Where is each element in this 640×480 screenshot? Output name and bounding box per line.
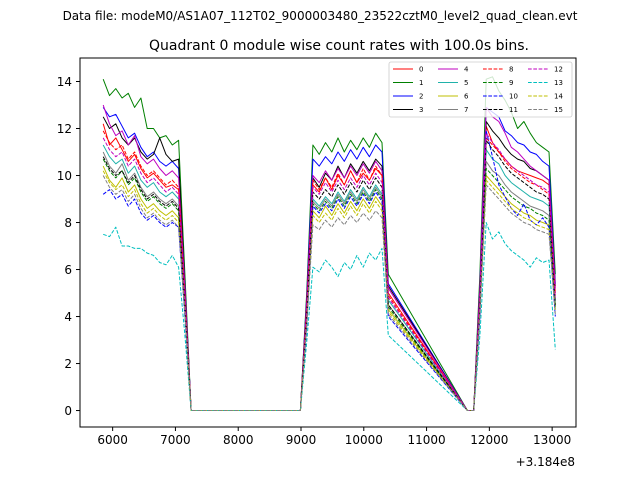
legend-entry-1: 1 bbox=[393, 79, 423, 87]
legend-entry-4: 4 bbox=[438, 66, 469, 74]
x-tick-label: 11000 bbox=[407, 433, 445, 447]
series-line-7 bbox=[102, 151, 556, 411]
legend-label: 4 bbox=[464, 66, 469, 74]
legend-label: 9 bbox=[509, 79, 513, 87]
legend-label: 12 bbox=[554, 66, 563, 74]
series-line-4 bbox=[102, 104, 556, 411]
x-tick-label: 6000 bbox=[97, 433, 128, 447]
y-axis: 0 2 4 6 8 10 12 14 bbox=[57, 75, 80, 418]
legend-entry-7: 7 bbox=[438, 106, 468, 114]
x-tick-label: 7000 bbox=[160, 433, 191, 447]
y-tick-label: 8 bbox=[64, 216, 72, 230]
series-layer bbox=[102, 76, 556, 411]
x-tick-label: 12000 bbox=[470, 433, 508, 447]
series-line-6 bbox=[102, 165, 556, 411]
legend-label: 5 bbox=[464, 79, 468, 87]
x-tick-label: 9000 bbox=[286, 433, 317, 447]
axes-frame bbox=[79, 57, 577, 428]
legend-label: 3 bbox=[419, 106, 423, 114]
y-tick-label: 2 bbox=[64, 357, 72, 371]
legend-entry-15: 15 bbox=[528, 106, 563, 114]
y-tick-label: 6 bbox=[64, 263, 72, 277]
series-line-8 bbox=[102, 130, 556, 411]
legend-entry-0: 0 bbox=[393, 66, 423, 74]
series-line-5 bbox=[102, 144, 556, 411]
y-tick-label: 12 bbox=[57, 122, 72, 136]
legend-label: 10 bbox=[509, 93, 518, 101]
legend-entry-12: 12 bbox=[528, 66, 563, 74]
legend-label: 11 bbox=[509, 106, 518, 114]
figure-suptitle: Data file: modeM0/AS1A07_112T02_90000034… bbox=[63, 9, 578, 23]
legend-label: 8 bbox=[509, 66, 513, 74]
series-line-10 bbox=[102, 130, 556, 411]
y-tick-label: 14 bbox=[57, 75, 72, 89]
series-line-15 bbox=[102, 175, 556, 411]
legend-entry-2: 2 bbox=[393, 93, 423, 101]
series-line-12 bbox=[102, 132, 556, 411]
chart-title: Quadrant 0 module wise count rates with … bbox=[149, 38, 529, 54]
legend-entry-6: 6 bbox=[438, 93, 469, 101]
legend-label: 2 bbox=[419, 93, 423, 101]
series-line-2 bbox=[102, 106, 556, 411]
legend-label: 6 bbox=[464, 93, 469, 101]
legend-entry-3: 3 bbox=[393, 106, 423, 114]
x-tick-label: 8000 bbox=[223, 433, 254, 447]
legend-label: 13 bbox=[554, 79, 563, 87]
legend-entry-5: 5 bbox=[438, 79, 468, 87]
legend-entry-14: 14 bbox=[528, 93, 563, 101]
legend-label: 14 bbox=[554, 93, 563, 101]
series-line-13 bbox=[103, 222, 556, 411]
x-tick-label: 10000 bbox=[345, 433, 383, 447]
x-tick-label: 13000 bbox=[533, 433, 571, 447]
series-line-14 bbox=[102, 170, 556, 411]
legend-label: 1 bbox=[419, 79, 423, 87]
legend-entry-11: 11 bbox=[483, 106, 518, 114]
x-axis-offset-label: +3.184e8 bbox=[516, 455, 575, 469]
legend-label: 0 bbox=[419, 66, 423, 74]
legend-entry-13: 13 bbox=[528, 79, 563, 87]
x-axis: 6000 7000 8000 9000 10000 11000 12000 13000 bbox=[97, 427, 571, 447]
legend-label: 15 bbox=[554, 106, 563, 114]
y-tick-label: 4 bbox=[64, 310, 72, 324]
series-line-11 bbox=[102, 139, 556, 411]
legend-entry-8: 8 bbox=[483, 66, 513, 74]
legend-entry-10: 10 bbox=[483, 93, 518, 101]
plot-area bbox=[79, 57, 577, 428]
legend-entry-9: 9 bbox=[483, 79, 513, 87]
legend-label: 7 bbox=[464, 106, 468, 114]
y-tick-label: 0 bbox=[64, 404, 72, 418]
series-line-9 bbox=[102, 158, 556, 411]
y-tick-label: 10 bbox=[57, 169, 72, 183]
legend-frame bbox=[388, 61, 573, 118]
